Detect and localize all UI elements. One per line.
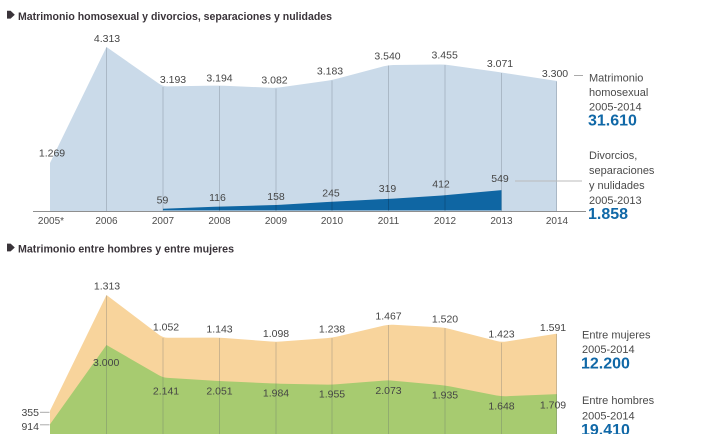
- svg-text:1.709: 1.709: [540, 400, 566, 412]
- svg-text:1.269: 1.269: [39, 148, 65, 160]
- svg-text:1.098: 1.098: [263, 328, 289, 340]
- svg-text:1.935: 1.935: [432, 390, 458, 402]
- svg-text:1.858: 1.858: [588, 206, 628, 223]
- svg-text:2.141: 2.141: [153, 385, 179, 397]
- svg-text:1.238: 1.238: [319, 324, 345, 336]
- svg-text:1.591: 1.591: [540, 322, 566, 334]
- svg-text:412: 412: [432, 178, 450, 190]
- svg-text:3.194: 3.194: [206, 73, 232, 85]
- svg-text:2012: 2012: [434, 216, 457, 227]
- svg-text:2013: 2013: [490, 216, 513, 227]
- svg-text:2011: 2011: [378, 216, 400, 227]
- svg-text:homosexual: homosexual: [589, 87, 648, 99]
- svg-text:Matrimonio entre hombres y ent: Matrimonio entre hombres y entre mujeres: [18, 244, 234, 256]
- svg-text:2014: 2014: [546, 216, 569, 227]
- svg-text:1.423: 1.423: [488, 328, 514, 340]
- svg-text:245: 245: [322, 188, 340, 200]
- svg-text:4.313: 4.313: [94, 33, 120, 45]
- svg-text:2008: 2008: [208, 216, 231, 227]
- svg-text:1.052: 1.052: [153, 322, 179, 334]
- svg-text:549: 549: [491, 173, 509, 185]
- svg-text:1.467: 1.467: [375, 311, 401, 323]
- svg-text:2005*: 2005*: [38, 216, 64, 227]
- svg-text:Entre mujeres: Entre mujeres: [582, 330, 651, 342]
- svg-text:3.193: 3.193: [160, 74, 186, 86]
- svg-text:Entre hombres: Entre hombres: [582, 395, 655, 407]
- svg-text:2.073: 2.073: [375, 385, 401, 397]
- svg-text:2005-2013: 2005-2013: [589, 195, 642, 207]
- svg-text:2005-2014: 2005-2014: [589, 102, 642, 114]
- svg-text:2007: 2007: [152, 216, 175, 227]
- svg-text:59: 59: [157, 195, 169, 207]
- svg-text:Matrimonio homosexual y divorc: Matrimonio homosexual y divorcios, separ…: [18, 11, 332, 23]
- svg-text:1.955: 1.955: [319, 389, 345, 401]
- svg-text:3.540: 3.540: [374, 50, 400, 62]
- svg-text:2009: 2009: [265, 216, 288, 227]
- svg-text:2005-2014: 2005-2014: [582, 410, 635, 422]
- svg-text:y nulidades: y nulidades: [589, 180, 645, 192]
- svg-text:3.071: 3.071: [487, 58, 513, 70]
- svg-text:116: 116: [209, 192, 226, 204]
- svg-text:31.610: 31.610: [588, 113, 637, 130]
- svg-text:separaciones: separaciones: [589, 165, 655, 177]
- svg-text:3.455: 3.455: [432, 50, 458, 62]
- svg-text:1.984: 1.984: [263, 388, 289, 400]
- svg-text:3.082: 3.082: [261, 75, 287, 87]
- svg-text:2010: 2010: [321, 216, 344, 227]
- svg-text:2005-2014: 2005-2014: [582, 344, 635, 356]
- svg-text:2.051: 2.051: [206, 386, 232, 398]
- svg-text:3.183: 3.183: [317, 66, 343, 78]
- svg-text:Matrimonio: Matrimonio: [589, 73, 643, 85]
- svg-text:3.000: 3.000: [93, 357, 119, 369]
- svg-text:1.520: 1.520: [432, 314, 458, 326]
- svg-text:12.200: 12.200: [581, 356, 630, 373]
- svg-text:Divorcios,: Divorcios,: [589, 150, 637, 162]
- svg-text:1.313: 1.313: [94, 281, 120, 293]
- svg-text:1.143: 1.143: [206, 324, 232, 336]
- svg-text:914: 914: [21, 421, 39, 433]
- svg-text:319: 319: [379, 183, 397, 195]
- svg-text:3.300: 3.300: [542, 68, 568, 80]
- svg-text:19.410: 19.410: [581, 422, 630, 434]
- svg-text:158: 158: [267, 191, 285, 203]
- svg-text:355: 355: [21, 407, 39, 419]
- svg-text:1.648: 1.648: [488, 401, 514, 413]
- svg-text:2006: 2006: [95, 216, 118, 227]
